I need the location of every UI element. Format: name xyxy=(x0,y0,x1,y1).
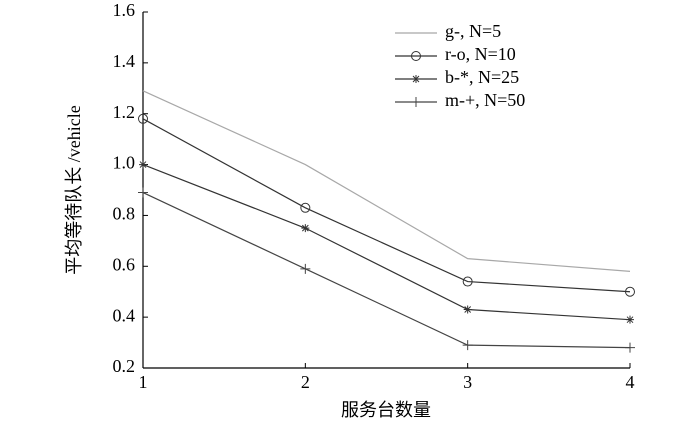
x-tick-label: 3 xyxy=(463,372,472,392)
series-line xyxy=(142,118,631,293)
legend-marker xyxy=(411,97,421,107)
legend-label: b-*, N=25 xyxy=(445,67,519,87)
legend-marker xyxy=(412,75,420,83)
x-tick-label: 2 xyxy=(301,372,310,392)
marker xyxy=(462,276,473,287)
y-tick-label: 0.4 xyxy=(113,305,136,325)
legend-label: m-+, N=50 xyxy=(445,90,525,110)
x-tick-label: 1 xyxy=(139,372,148,392)
y-tick-label: 1.4 xyxy=(113,51,136,71)
y-tick-label: 1.6 xyxy=(113,0,136,20)
marker xyxy=(625,342,635,353)
legend-label: r-o, N=10 xyxy=(445,44,516,64)
y-tick-label: 0.8 xyxy=(113,204,136,224)
legend-label: g-, N=5 xyxy=(445,21,501,41)
y-tick-label: 1.2 xyxy=(113,102,136,122)
marker xyxy=(625,286,635,297)
y-tick-label: 0.6 xyxy=(113,254,136,274)
marker xyxy=(301,224,310,233)
marker xyxy=(138,113,148,124)
y-axis-label: 平均等待队长 /vehicle xyxy=(64,105,84,274)
x-axis-label: 服务台数量 xyxy=(341,400,431,420)
marker xyxy=(626,315,634,324)
y-tick-label: 0.2 xyxy=(113,356,136,376)
marker xyxy=(462,340,473,351)
marker xyxy=(138,187,148,198)
series-line xyxy=(142,164,631,321)
marker xyxy=(139,160,147,169)
marker xyxy=(300,202,311,213)
legend-marker xyxy=(411,51,421,61)
marker xyxy=(463,305,472,314)
marker xyxy=(300,263,311,274)
y-tick-label: 1.0 xyxy=(113,153,136,173)
x-tick-label: 4 xyxy=(626,372,635,392)
series-line xyxy=(142,90,631,272)
series-line xyxy=(142,191,631,349)
